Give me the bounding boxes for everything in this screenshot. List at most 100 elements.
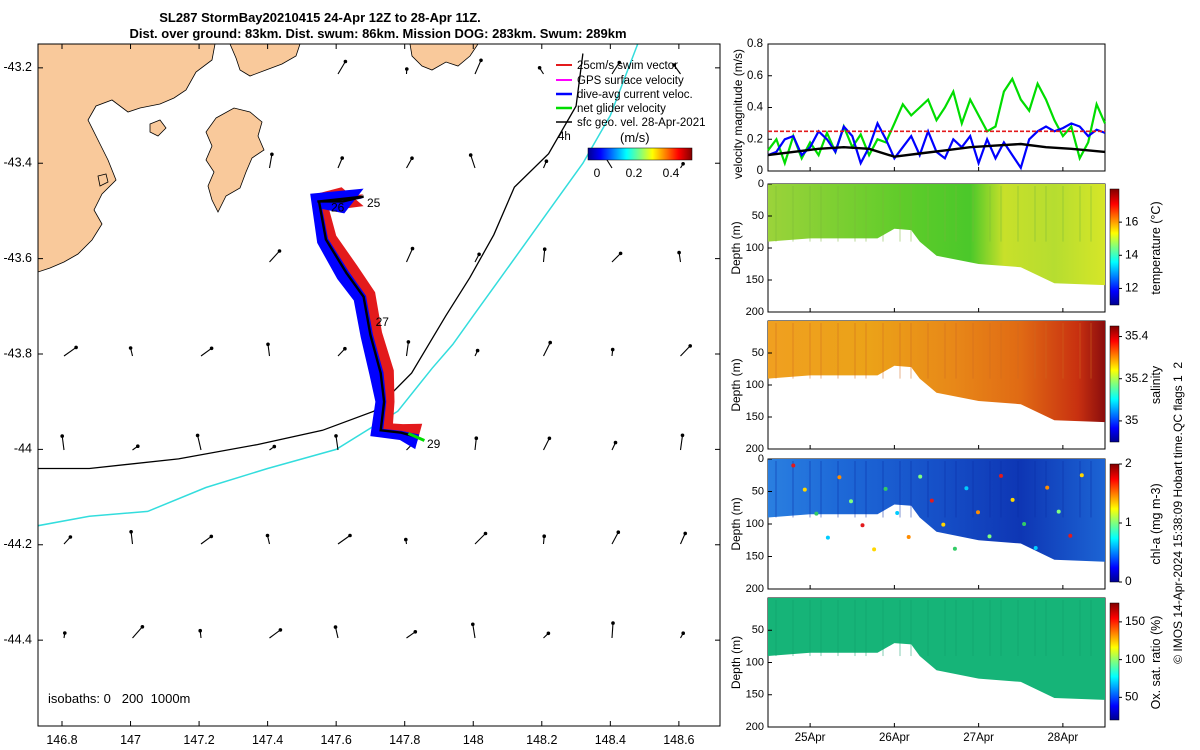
section-colorbar-ticklabel-0-0: 12 bbox=[1125, 281, 1139, 295]
surface-current-arrowhead-54 bbox=[681, 162, 685, 166]
section-ylabel-2: Depth (m) bbox=[729, 497, 743, 550]
isobaths-note: isobaths: 0 200 1000m bbox=[48, 691, 190, 706]
map-colorbar-title: (m/s) bbox=[620, 130, 650, 145]
chla-point-18 bbox=[999, 473, 1003, 478]
surface-current-arrow-13 bbox=[269, 250, 280, 263]
surface-current-arrowhead-15 bbox=[272, 444, 277, 449]
section-ytick-label-1-3: 200 bbox=[746, 443, 764, 455]
surface-current-arrowhead-10 bbox=[209, 534, 214, 539]
surface-current-arrow-26 bbox=[406, 157, 413, 169]
section-colorbar-label-3: Ox. sat. ratio (%) bbox=[1149, 616, 1163, 710]
surface-current-arrow-46 bbox=[611, 62, 620, 75]
section-colorbar-ticklabel-2-2: 2 bbox=[1125, 456, 1132, 470]
legend-entry-gps: GPS surface velocity bbox=[556, 75, 684, 87]
surface-current-arrowhead-3 bbox=[63, 631, 67, 635]
map-ytick-label-5: -44.2 bbox=[4, 537, 33, 551]
surface-current-arrow-48 bbox=[611, 253, 621, 263]
surface-current-arrow-37 bbox=[474, 533, 486, 545]
legend-entry-net-glider: net glider velocity bbox=[556, 103, 666, 115]
chla-point-13 bbox=[941, 522, 946, 527]
land-masses bbox=[38, 44, 479, 273]
legend-time-label: 4h bbox=[558, 131, 571, 143]
map-xtick-label-0: 146.8 bbox=[46, 733, 77, 747]
surface-current-arrowhead-9 bbox=[195, 433, 200, 438]
track-day-label-1: 26 bbox=[331, 201, 345, 215]
surface-current-arrowhead-50 bbox=[613, 440, 618, 445]
surface-current-arrowhead-2 bbox=[68, 535, 73, 539]
chla-point-7 bbox=[872, 547, 877, 552]
swim-vector-fill bbox=[316, 187, 423, 441]
surface-current-arrow-58 bbox=[679, 533, 686, 545]
surface-current-arrowhead-16 bbox=[265, 533, 270, 538]
legend-entry-dive-avg: dive-avg current veloc. bbox=[556, 89, 693, 101]
chla-point-10 bbox=[906, 535, 911, 539]
surface-current-arrowhead-23 bbox=[348, 533, 352, 538]
surface-current-arrow-41 bbox=[542, 249, 546, 263]
chla-point-9 bbox=[895, 511, 900, 515]
surface-current-arrowhead-19 bbox=[340, 156, 345, 160]
velocity-ytick-label-1: 0.2 bbox=[747, 133, 763, 145]
velocity-ylabel: velocity magnitude (m/s) bbox=[731, 49, 745, 179]
surface-current-arrow-43 bbox=[543, 438, 550, 451]
velocity-series-2 bbox=[767, 142, 1106, 158]
surface-current-arrowhead-56 bbox=[688, 344, 692, 348]
surface-current-arrowhead-21 bbox=[343, 346, 347, 351]
section-ytick-label-3-1: 100 bbox=[746, 656, 764, 668]
section-ytick-label-1-1: 100 bbox=[746, 379, 764, 391]
surface-current-arrow-24 bbox=[334, 626, 339, 639]
map-legend: 25cm/s swim vector GPS surface velocity … bbox=[556, 60, 706, 180]
map-xtick-label-3: 147.4 bbox=[252, 733, 283, 747]
surface-current-arrow-18 bbox=[337, 61, 346, 75]
qc-flags-label: QC flags 1 2 bbox=[1171, 362, 1185, 432]
surface-current-arrowhead-28 bbox=[406, 340, 411, 344]
section-ytick-label-3-0: 50 bbox=[752, 624, 764, 636]
surface-current-arrowhead-49 bbox=[610, 347, 615, 352]
surface-current-arrow-28 bbox=[405, 341, 409, 357]
land-peninsula-north bbox=[229, 44, 301, 77]
surface-current-arrowhead-45 bbox=[546, 631, 551, 636]
chla-point-4 bbox=[837, 475, 842, 480]
surface-current-arrowhead-17 bbox=[278, 628, 283, 632]
section-ytick-label-0-2: 100 bbox=[746, 242, 764, 254]
surface-current-arrow-14 bbox=[267, 344, 271, 357]
surface-current-arrow-23 bbox=[337, 535, 351, 545]
section-ylabel-0: Depth (m) bbox=[729, 221, 743, 274]
surface-current-arrowhead-1 bbox=[60, 434, 64, 438]
surface-current-arrow-36 bbox=[474, 438, 477, 451]
chla-point-6 bbox=[860, 523, 865, 528]
map-colorbar-tick-2: 0.4 bbox=[663, 166, 680, 180]
surface-current-arrowhead-14 bbox=[266, 342, 270, 347]
figure-title-line2: Dist. over ground: 83km. Dist. swum: 86k… bbox=[129, 26, 626, 41]
surface-current-arrowhead-53 bbox=[672, 63, 676, 67]
section-data-fill-2 bbox=[768, 459, 1105, 562]
chla-point-23 bbox=[1056, 509, 1061, 514]
surface-current-arrowhead-8 bbox=[209, 346, 214, 351]
surface-current-arrowhead-5 bbox=[136, 444, 140, 449]
surface-current-arrowhead-25 bbox=[405, 67, 409, 71]
surface-current-arrow-27 bbox=[405, 248, 414, 263]
velocity-ytick-label-4: 0.8 bbox=[747, 38, 763, 50]
surface-current-arrowhead-51 bbox=[616, 530, 621, 534]
land-mainland-northwest bbox=[38, 44, 216, 273]
section-ytick-label-1-2: 150 bbox=[746, 411, 764, 423]
map-ytick-label-6: -44.4 bbox=[4, 632, 33, 646]
velocity-ytick-label-0: 0 bbox=[757, 165, 763, 177]
surface-current-arrow-51 bbox=[611, 531, 619, 545]
chla-point-11 bbox=[918, 474, 923, 479]
velocity-series-0 bbox=[767, 76, 1107, 167]
surface-current-arrowhead-4 bbox=[128, 346, 133, 350]
surface-current-arrow-57 bbox=[679, 435, 684, 451]
surface-current-arrow-42 bbox=[543, 342, 551, 357]
glider-track-line bbox=[317, 195, 419, 439]
section-colorbar-ticklabel-3-0: 50 bbox=[1125, 690, 1139, 704]
section-ytick-label-2-1: 50 bbox=[752, 485, 764, 497]
surface-current-arrow-38 bbox=[472, 624, 476, 639]
chla-point-19 bbox=[1010, 497, 1015, 502]
section-ytick-label-1-0: 50 bbox=[752, 347, 764, 359]
section-colorbar-0 bbox=[1109, 188, 1120, 306]
section-colorbar-label-2: chl-a (mg m-3) bbox=[1149, 483, 1163, 564]
map-xtick-label-7: 148.2 bbox=[526, 733, 557, 747]
surface-current-arrow-17 bbox=[269, 629, 281, 639]
map-ytick-label-4: -44 bbox=[14, 442, 32, 456]
surface-current-arrowhead-40 bbox=[544, 159, 549, 163]
